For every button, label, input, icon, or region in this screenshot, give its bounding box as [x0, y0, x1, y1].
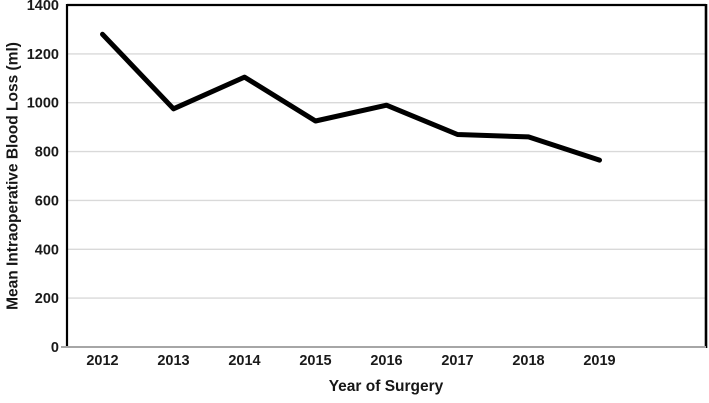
y-tick-label: 800	[35, 145, 59, 161]
x-tick-label: 2014	[228, 353, 260, 369]
gridlines	[68, 53, 705, 299]
y-tick-label: 0	[51, 340, 59, 356]
data-series	[100, 31, 602, 163]
y-axis-title: Mean Intraoperative Blood Loss (ml)	[5, 42, 22, 310]
x-tick-label: 2017	[441, 353, 473, 369]
y-tick-label: 1200	[27, 47, 59, 63]
x-axis-title: Year of Surgery	[329, 378, 444, 395]
y-tick-label: 600	[35, 193, 59, 209]
y-tick-label: 1000	[27, 96, 59, 112]
x-tick-label: 2012	[86, 353, 118, 369]
tick-labels: 0 200 400 600 800 1000 1200 1400 2012 2013 2014 201…	[27, 0, 616, 369]
y-tick-label: 1400	[27, 0, 59, 14]
y-tick-label: 400	[35, 242, 59, 258]
x-tick-label: 2013	[157, 353, 189, 369]
y-tick-label: 200	[35, 291, 59, 307]
blood-loss-line	[100, 31, 602, 163]
x-tick-label: 2015	[299, 353, 331, 369]
x-tick-label: 2018	[512, 353, 544, 369]
x-tick-label: 2016	[370, 353, 402, 369]
x-tick-label: 2019	[583, 353, 615, 369]
